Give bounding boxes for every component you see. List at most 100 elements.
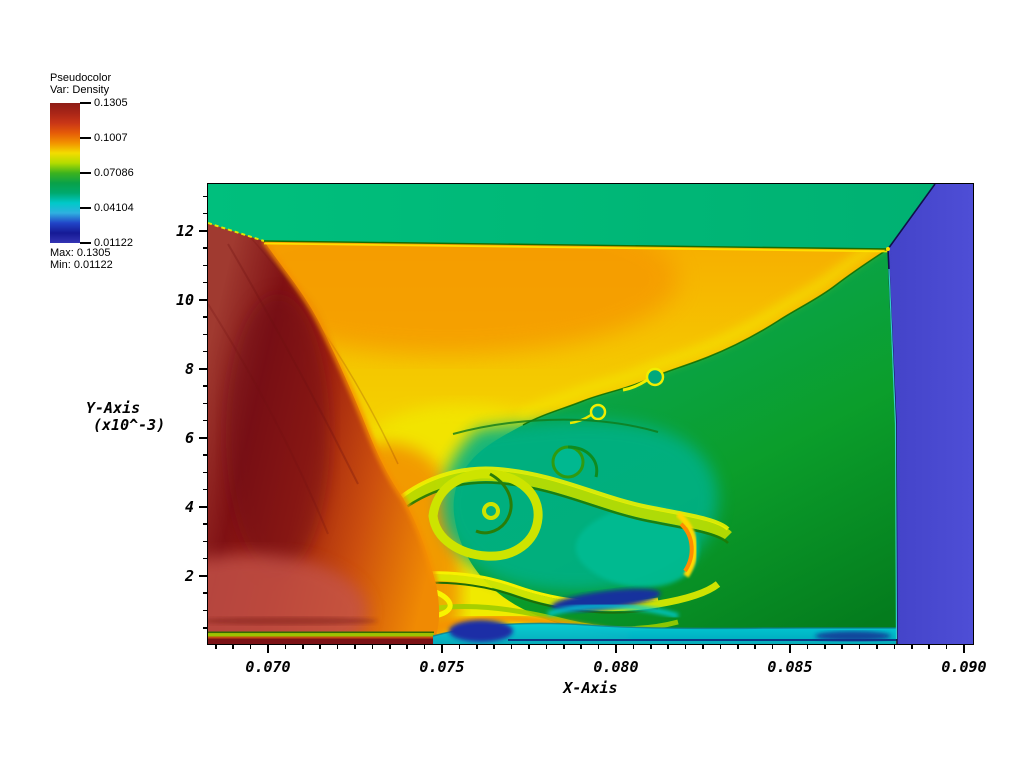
y-minor-tick <box>203 212 208 215</box>
x-minor-tick <box>945 644 948 649</box>
y-major-tick <box>199 230 208 232</box>
x-minor-tick <box>545 644 548 649</box>
x-minor-tick <box>249 644 252 649</box>
colorbar-tick-label: 0.01122 <box>94 237 133 249</box>
y-minor-tick <box>203 488 208 491</box>
x-minor-tick <box>824 644 826 649</box>
y-tick-label: 10 <box>175 290 194 309</box>
y-minor-tick <box>203 195 208 198</box>
y-minor-tick <box>203 557 208 560</box>
colorbar-tick <box>80 137 91 139</box>
x-minor-tick <box>458 644 461 649</box>
y-minor-tick <box>203 350 208 353</box>
y-major-tick <box>199 299 208 301</box>
colorbar-tick <box>80 172 91 174</box>
colorbar-tick-label: 0.1305 <box>94 97 128 109</box>
x-minor-tick <box>684 644 687 649</box>
x-minor-tick <box>754 644 756 649</box>
x-minor-tick <box>232 644 234 649</box>
y-minor-tick <box>203 627 208 629</box>
x-minor-tick <box>336 644 339 649</box>
y-minor-tick <box>203 592 208 594</box>
x-tick-label: 0.085 <box>767 658 813 676</box>
density-plot-viewport[interactable]: 0.070 0.075 0.080 0.085 0.090 2 4 6 8 10 12 X-Axis… <box>86 183 987 697</box>
x-minor-tick <box>302 644 304 649</box>
legend-title: Pseudocolor <box>50 72 112 84</box>
x-minor-tick <box>215 644 217 649</box>
y-major-tick <box>199 575 208 577</box>
y-axis-title-text: Y-Axis <box>86 399 141 417</box>
y-minor-tick <box>203 523 208 525</box>
x-tick-label: 0.070 <box>245 658 291 676</box>
y-tick-label: 2 <box>184 566 194 585</box>
y-axis-title: Y-Axis (x10^-3) <box>86 400 194 434</box>
colorbar-tick-label: 0.04104 <box>94 202 134 214</box>
x-minor-tick <box>319 644 321 649</box>
x-minor-tick <box>893 644 896 649</box>
y-minor-tick <box>203 540 208 543</box>
x-minor-tick <box>423 644 426 649</box>
x-major-tick <box>615 644 617 653</box>
x-tick-label: 0.090 <box>941 658 987 676</box>
x-minor-tick <box>284 644 287 649</box>
x-tick-label: 0.080 <box>593 658 639 676</box>
x-minor-tick <box>719 644 722 649</box>
x-minor-tick <box>354 644 356 649</box>
x-major-tick <box>789 644 791 653</box>
legend-max: Max: 0.1305 <box>50 247 111 259</box>
x-minor-tick <box>597 644 600 649</box>
x-minor-tick <box>389 644 391 649</box>
colorbar-tick <box>80 102 91 104</box>
x-axis-title: X-Axis <box>563 679 618 697</box>
x-minor-tick <box>632 644 635 649</box>
x-minor-tick <box>806 644 809 649</box>
y-tick-label: 12 <box>175 221 194 240</box>
legend-min: Min: 0.01122 <box>50 259 113 271</box>
x-minor-tick <box>510 644 513 649</box>
y-minor-tick <box>203 281 208 284</box>
colorbar-wrap: 0.1305 0.1007 0.07086 0.04104 0.01122 <box>50 97 134 249</box>
x-minor-tick <box>928 644 930 649</box>
y-minor-tick <box>203 385 208 387</box>
y-minor-tick <box>203 419 208 422</box>
x-minor-tick <box>911 644 913 649</box>
x-minor-tick <box>858 644 861 649</box>
x-major-tick <box>267 644 269 653</box>
x-minor-tick <box>563 644 565 649</box>
colorbar-tick-label: 0.07086 <box>94 167 134 179</box>
x-minor-tick <box>476 644 478 649</box>
x-minor-tick <box>702 644 704 649</box>
colorbar <box>50 103 80 243</box>
y-tick-label: 4 <box>184 497 194 516</box>
y-minor-tick <box>203 247 208 249</box>
y-minor-tick <box>203 454 208 456</box>
x-minor-tick <box>737 644 739 649</box>
y-major-tick <box>199 506 208 508</box>
y-minor-tick <box>203 316 208 318</box>
x-minor-tick <box>371 644 374 649</box>
colorbar-tick-label: 0.1007 <box>94 132 128 144</box>
y-minor-tick <box>203 333 208 336</box>
y-minor-tick <box>203 471 208 474</box>
y-tick-label: 8 <box>184 359 194 378</box>
x-minor-tick <box>493 644 495 649</box>
x-minor-tick <box>771 644 774 649</box>
y-minor-tick <box>203 402 208 405</box>
x-tick-label: 0.075 <box>419 658 465 676</box>
x-minor-tick <box>580 644 582 649</box>
x-minor-tick <box>406 644 408 649</box>
x-minor-tick <box>650 644 652 649</box>
legend-variable: Var: Density <box>50 84 110 96</box>
x-minor-tick <box>841 644 843 649</box>
pseudocolor-legend: Pseudocolor Var: Density 0.1305 0.1007 0.0… <box>50 72 200 271</box>
y-major-tick <box>199 368 208 370</box>
y-minor-tick <box>203 609 208 612</box>
y-tick-label: 6 <box>184 428 194 447</box>
x-minor-tick <box>667 644 669 649</box>
x-major-tick <box>441 644 443 653</box>
colorbar-tick <box>80 207 91 209</box>
x-minor-tick <box>876 644 878 649</box>
y-major-tick <box>199 437 208 439</box>
colorbar-tick <box>80 242 91 244</box>
